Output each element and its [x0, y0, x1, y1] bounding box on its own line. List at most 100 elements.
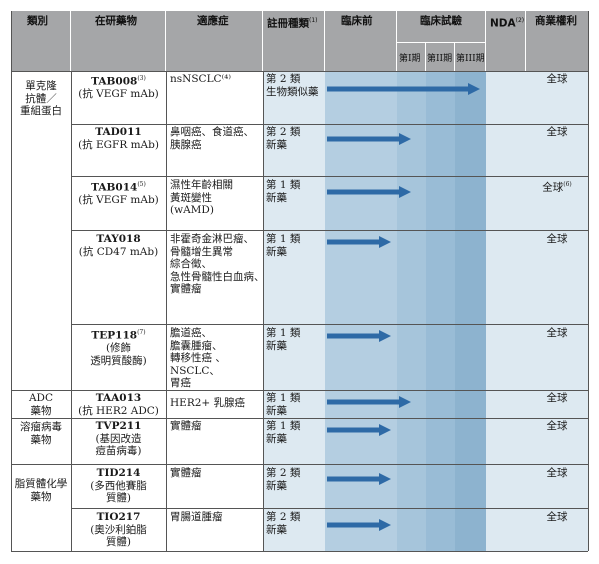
registration-cell: 第 2 類 新藥	[266, 511, 301, 536]
row-divider	[71, 324, 588, 325]
indication-cell: 實體瘤	[170, 420, 202, 432]
rights-cell: 全球	[546, 420, 568, 432]
header-nda: NDA(2)	[490, 17, 525, 30]
header-registration-cell	[263, 11, 325, 71]
drug-code: TAD011	[95, 126, 142, 138]
rights-cell: 全球	[546, 73, 568, 85]
drug-cell: TIO217 (奧沙利鉑脂 質體)	[71, 511, 166, 549]
progress-arrow-right-icon	[327, 424, 391, 436]
progress-arrow-right-icon	[327, 330, 391, 342]
drug-code: TAB014	[91, 181, 138, 194]
drug-cell: TAB014(5) (抗 VEGF mAb)	[78, 181, 159, 206]
rights-cell: 全球	[546, 511, 568, 523]
progress-arrow-right-icon	[327, 83, 480, 95]
rights-cell: 全球	[546, 126, 568, 138]
drug-cell: TID214 (多西他賽脂 質體)	[71, 467, 166, 505]
header-nda-cell	[486, 11, 526, 71]
indication-cell: 非霍奇金淋巴瘤、 骨髓增生異常 綜合徵、 急性骨髓性白血病、 實體瘤	[170, 233, 265, 295]
indication-cell: nsNSCLC⁽⁴⁾	[170, 73, 231, 85]
registration-band	[263, 71, 325, 551]
rights-cell: 全球	[546, 467, 568, 479]
header-rights-cell	[526, 11, 588, 71]
row-divider	[71, 508, 588, 509]
registration-cell: 第 1 類 新藥	[266, 233, 301, 258]
row-divider	[71, 230, 588, 231]
header-preclinical: 臨床前	[341, 15, 373, 27]
header-drug: 在研藥物	[95, 15, 137, 27]
indication-cell: 鼻咽癌、食道癌、 胰腺癌	[170, 126, 254, 151]
category-oncolytic: 溶瘤病毒 藥物	[20, 421, 62, 446]
header-phase2-cell	[426, 42, 455, 71]
col-divider	[263, 71, 264, 551]
registration-cell: 第 1 類 新藥	[266, 420, 301, 445]
category-adc: ADC 藥物	[28, 392, 54, 417]
header-indication-cell	[166, 11, 263, 71]
drug-cell: TEP118(7) (修飾 透明質酸酶)	[90, 329, 147, 367]
nda-band	[486, 71, 526, 551]
progress-arrow-right-icon	[327, 133, 411, 145]
col-divider	[71, 71, 72, 551]
indication-cell: 濕性年齡相關 黃斑變性 (wAMD)	[170, 179, 233, 216]
header-preclinical-cell	[325, 11, 397, 71]
rights-band	[526, 71, 588, 551]
header-rights: 商業權利	[535, 15, 577, 27]
header-indication: 適應症	[197, 15, 229, 27]
category-mab: 單克隆 抗體／ 重組蛋白	[20, 80, 62, 117]
category-divider	[11, 418, 588, 419]
rights-cell: 全球	[546, 327, 568, 339]
rights-cell: 全球	[546, 392, 568, 404]
indication-cell: 胃腸道腫瘤	[170, 511, 223, 523]
header-clinical: 臨床試驗	[420, 15, 462, 27]
category-divider	[11, 464, 588, 465]
drug-code: TID214	[96, 467, 141, 479]
header-phase1-cell	[397, 42, 426, 71]
header-phase3: 第III期	[456, 54, 485, 64]
category-divider	[11, 390, 588, 391]
registration-cell: 第 2 類 新藥	[266, 467, 301, 492]
drug-cell: TAY018 (抗 CD47 mAb)	[71, 233, 166, 258]
drug-code: TIO217	[96, 511, 141, 523]
drug-code: TAY018	[96, 233, 141, 245]
drug-cell: TVP211 (基因改造 痘苗病毒)	[71, 420, 166, 458]
drug-cell: TAA013 (抗 HER2 ADC)	[71, 392, 166, 417]
drug-code: TAB008	[91, 75, 138, 88]
header-phase3-cell	[455, 42, 486, 71]
phase3-band	[455, 71, 486, 551]
drug-code: TVP211	[95, 420, 142, 432]
registration-cell: 第 2 類 生物類似藥	[266, 73, 319, 98]
header-category-cell	[11, 11, 71, 71]
registration-cell: 第 1 類 新藥	[266, 392, 301, 417]
drug-code: TAA013	[95, 392, 142, 404]
table-bottom	[11, 551, 588, 552]
progress-arrow-right-icon	[327, 186, 411, 198]
rights-cell: 全球(6)	[542, 181, 572, 194]
progress-arrow-right-icon	[327, 396, 411, 408]
col-divider	[11, 11, 12, 551]
col-divider	[588, 11, 589, 551]
drug-cell: TAB008(3) (抗 VEGF mAb)	[78, 75, 159, 100]
phase2-band	[426, 71, 455, 551]
indication-cell: 膽道癌、 膽囊腫瘤、 轉移性癌 、 NSCLC、 胃癌	[170, 327, 226, 389]
category-liposome: 脂質體化學 藥物	[14, 478, 68, 503]
header-drug-cell	[71, 11, 166, 71]
row-divider	[71, 124, 588, 125]
header-registration: 註冊種類(1)	[267, 17, 318, 30]
row-divider	[11, 71, 588, 72]
header-registration-note: (1)	[309, 17, 318, 24]
phase1-band	[397, 71, 426, 551]
header-category: 類別	[27, 15, 48, 27]
progress-arrow-right-icon	[327, 473, 391, 485]
drug-code: TEP118	[91, 329, 138, 342]
indication-cell: 實體瘤	[170, 467, 202, 479]
rights-cell: 全球	[546, 233, 568, 245]
indication-cell: HER2+ 乳腺癌	[170, 397, 246, 409]
registration-cell: 第 2 類 新藥	[266, 126, 301, 151]
rights-note: (6)	[563, 181, 572, 188]
preclinical-band	[325, 71, 397, 551]
header-phase1: 第I期	[399, 54, 421, 64]
header-clinical-cell	[397, 11, 486, 42]
progress-arrow-right-icon	[327, 519, 391, 531]
col-divider	[166, 71, 167, 551]
row-divider	[71, 176, 588, 177]
